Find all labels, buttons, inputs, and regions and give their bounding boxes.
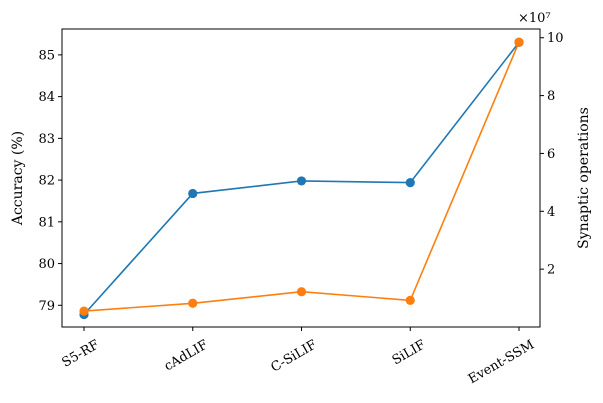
y2-multiplier-label: ×10⁷ [518,11,551,26]
accuracy-point [296,176,307,186]
y-tick-label: 85 [38,48,55,63]
accuracy-point [405,177,415,188]
y-tick-label: 81 [38,215,55,230]
synaptic-ops-point [296,287,307,297]
y-tick-label: 84 [38,90,55,105]
x-tick-label: cAdLIF [162,337,211,374]
synaptic-ops-point [79,306,89,316]
y2-axis-label: Synaptic operations [576,107,592,249]
y-axis-right: 2 4 6 8 10 [540,31,564,278]
series-layer [79,37,524,320]
y2-tick-label: 6 [547,147,555,162]
x-tick-label: Event-SSM [466,337,537,387]
y2-tick-label: 2 [547,263,555,278]
synaptic-ops-point [188,298,198,308]
y-axis-label: Accuracy (%) [10,131,26,226]
y-axis-left: 79 80 81 82 83 84 85 [38,48,62,314]
y2-tick-label: 10 [547,31,564,46]
y-tick-label: 82 [38,174,55,189]
x-tick-label: S5-RF [60,337,102,370]
y2-tick-label: 8 [547,89,555,104]
accuracy-point [188,188,198,199]
y-tick-label: 79 [38,299,55,314]
x-tick-label: C-SiLIF [269,337,320,375]
y2-tick-label: 4 [547,205,555,220]
x-tick-label: SiLIF [390,337,429,368]
synaptic-ops-point [405,295,415,305]
y-tick-label: 83 [38,132,55,147]
y-tick-label: 80 [38,257,55,272]
synaptic-ops-point [514,37,524,47]
x-axis: S5-RF cAdLIF C-SiLIF SiLIF Event-SSM [60,327,537,387]
